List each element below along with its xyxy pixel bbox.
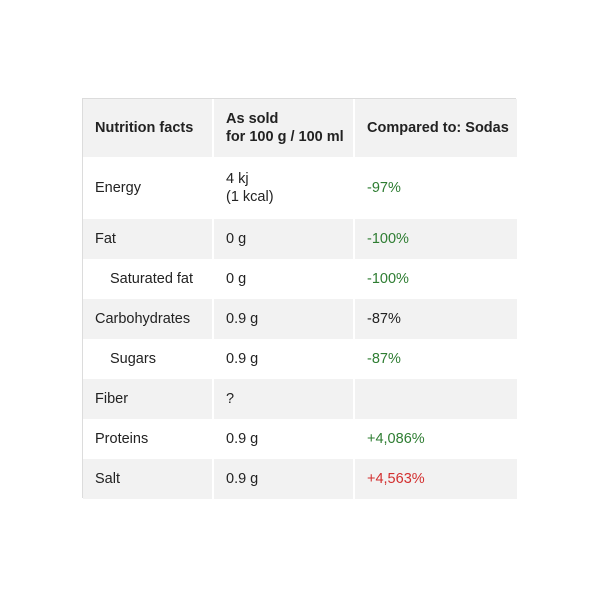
table-row-energy: Energy 4 kj (1 kcal) -97% [83, 157, 517, 219]
nutrient-value: 0.9 g [212, 299, 354, 339]
header-as-sold-line1: As sold [226, 111, 279, 127]
table-header-row: Nutrition facts As sold for 100 g / 100 … [83, 99, 517, 157]
header-compared-to: Compared to: Sodas [353, 99, 517, 157]
nutrient-value: ? [212, 379, 354, 419]
nutrient-value: 0 g [212, 259, 354, 299]
header-as-sold-line2: for 100 g / 100 ml [226, 129, 344, 145]
nutrient-value: 0 g [212, 219, 354, 259]
nutrient-name: Sugars [83, 339, 213, 379]
table-row-salt: Salt 0.9 g +4,563% [83, 459, 517, 499]
nutrient-value-line1: 4 kj [226, 171, 249, 187]
nutrient-value: 0.9 g [212, 419, 354, 459]
header-as-sold: As sold for 100 g / 100 ml [212, 99, 354, 157]
nutrient-value-line2: (1 kcal) [226, 189, 274, 205]
table-row-fat: Fat 0 g -100% [83, 219, 517, 259]
nutrient-name: Salt [83, 459, 213, 499]
nutrition-table-container: Nutrition facts As sold for 100 g / 100 … [82, 98, 517, 499]
table-row-saturated-fat: Saturated fat 0 g -100% [83, 259, 517, 299]
nutrient-value: 0.9 g [212, 459, 354, 499]
table-row-sugars: Sugars 0.9 g -87% [83, 339, 517, 379]
header-nutrition-facts: Nutrition facts [83, 99, 213, 157]
comparison-value: -87% [353, 339, 517, 379]
comparison-value: -87% [353, 299, 517, 339]
comparison-value: -100% [353, 259, 517, 299]
comparison-value: +4,563% [353, 459, 517, 499]
nutrient-name: Energy [83, 157, 213, 219]
nutrient-name: Saturated fat [83, 259, 213, 299]
table-row-proteins: Proteins 0.9 g +4,086% [83, 419, 517, 459]
nutrient-name: Proteins [83, 419, 213, 459]
comparison-value [353, 379, 517, 419]
nutrient-name: Carbohydrates [83, 299, 213, 339]
nutrient-name: Fat [83, 219, 213, 259]
nutrient-value: 4 kj (1 kcal) [212, 157, 354, 219]
nutrition-facts-table: Nutrition facts As sold for 100 g / 100 … [83, 99, 517, 499]
table-row-carbohydrates: Carbohydrates 0.9 g -87% [83, 299, 517, 339]
nutrient-name: Fiber [83, 379, 213, 419]
comparison-value: -100% [353, 219, 517, 259]
table-row-fiber: Fiber ? [83, 379, 517, 419]
comparison-value: +4,086% [353, 419, 517, 459]
comparison-value: -97% [353, 157, 517, 219]
nutrient-value: 0.9 g [212, 339, 354, 379]
